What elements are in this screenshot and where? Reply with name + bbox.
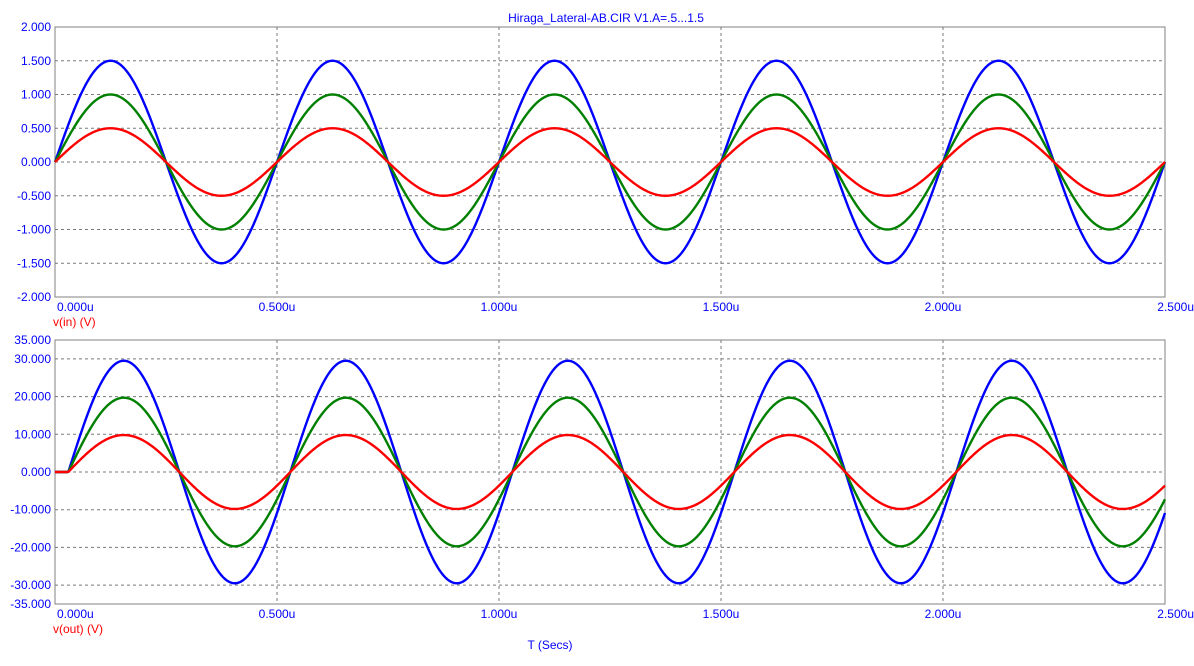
input-x-tick-label: 1.000u [481, 300, 518, 314]
x-axis-label: T (Secs) [527, 638, 572, 652]
input-y-tick-label: 2.000 [21, 20, 51, 34]
output-y-tick-label: 10.000 [14, 427, 51, 441]
output-y-tick-label: -35.000 [10, 597, 51, 611]
input-x-tick-label: 0.500u [259, 300, 296, 314]
input-y-tick-label: -2.000 [17, 290, 51, 304]
output-x-tick-label: 0.000u [57, 607, 94, 621]
output-panel: 35.000 30.000 20.000 10.000 0.000 -10.000 -20.… [10, 333, 1194, 636]
output-x-tick-label: 1.000u [481, 607, 518, 621]
output-x-tick-label: 0.500u [259, 607, 296, 621]
output-x-tick-label: 2.000u [925, 607, 962, 621]
input-y-tick-label: -1.500 [17, 256, 51, 270]
input-y-axis-label: v(in) (V) [53, 315, 96, 329]
input-y-tick-label: 1.500 [21, 54, 51, 68]
input-x-tick-label: 0.000u [57, 300, 94, 314]
output-y-tick-label: -10.000 [10, 503, 51, 517]
plot-title: Hiraga_Lateral-AB.CIR V1.A=.5...1.5 [508, 11, 704, 25]
input-x-tick-label: 1.500u [703, 300, 740, 314]
output-series-line-0 [55, 359, 1167, 585]
output-series-line-2 [55, 433, 1166, 511]
output-y-tick-label: 35.000 [14, 333, 51, 347]
input-y-tick-label: 1.000 [21, 88, 51, 102]
output-y-tick-label: 0.000 [21, 465, 51, 479]
output-y-tick-label: 30.000 [14, 352, 51, 366]
output-series-line-1 [55, 396, 1167, 548]
output-y-tick-label: -30.000 [10, 578, 51, 592]
input-panel: 2.000 1.500 1.000 0.500 0.000 -0.500 -1.000 -1.… [17, 20, 1194, 329]
input-series-line-2 [54, 127, 1166, 197]
input-x-tick-label: 2.500u [1157, 300, 1194, 314]
input-y-tick-label: 0.500 [21, 121, 51, 135]
output-x-tick-label: 1.500u [703, 607, 740, 621]
output-y-axis-label: v(out) (V) [53, 622, 103, 636]
output-y-tick-label: 20.000 [14, 390, 51, 404]
input-x-tick-label: 2.000u [925, 300, 962, 314]
input-y-tick-label: 0.000 [21, 155, 51, 169]
input-y-tick-label: -1.000 [17, 223, 51, 237]
output-x-tick-label: 2.500u [1157, 607, 1194, 621]
input-y-tick-label: -0.500 [17, 189, 51, 203]
output-y-tick-label: -20.000 [10, 540, 51, 554]
